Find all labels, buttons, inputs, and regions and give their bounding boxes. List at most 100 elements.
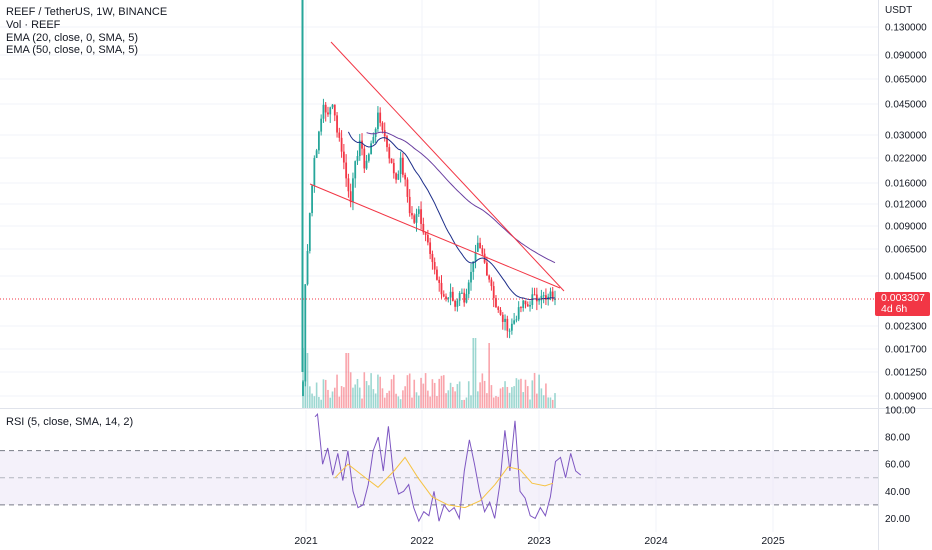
overlays: [0, 41, 878, 301]
candle-body: [377, 112, 379, 130]
candle-body: [404, 174, 407, 180]
candle-body: [331, 104, 334, 108]
rsi-pane: [0, 412, 878, 523]
volume-bar: [549, 397, 552, 408]
volume-bar: [479, 382, 481, 408]
volume-bar: [533, 372, 536, 408]
volume-bar: [311, 393, 313, 408]
volume-bar: [315, 382, 318, 408]
volume-bar: [324, 379, 327, 408]
price-tick-label: 0.030000: [885, 131, 927, 142]
volume-bar: [306, 353, 309, 408]
volume-bar: [465, 397, 468, 408]
volume-bar: [526, 386, 529, 408]
price-tick-label: 0.002300: [885, 322, 927, 333]
candle-body: [333, 104, 336, 116]
candle-body: [465, 294, 468, 303]
volume-bar: [352, 387, 354, 408]
volume-bar: [486, 393, 488, 408]
candle-body: [545, 295, 547, 300]
volume-bar: [454, 391, 456, 408]
candle-body: [399, 157, 402, 175]
volume-bar: [365, 381, 368, 408]
candle-body: [417, 209, 420, 214]
volume-bar: [347, 353, 350, 408]
volume-bar: [517, 379, 520, 408]
volume-bar: [361, 398, 363, 408]
candle-body: [406, 179, 409, 197]
volume-bar: [461, 399, 463, 408]
volume-bar: [379, 376, 381, 408]
candle-body: [374, 129, 377, 137]
candle-body: [301, 0, 304, 372]
volume-bar: [524, 379, 527, 408]
volume-bar: [431, 379, 434, 408]
candle-body: [327, 112, 329, 115]
candle-body: [522, 300, 525, 308]
candle-body: [474, 251, 477, 262]
candle-body: [479, 242, 481, 249]
time-tick-label: 2024: [644, 535, 668, 547]
price-tick-label: 0.012000: [885, 200, 927, 211]
volume-bar: [529, 399, 531, 408]
candle-body: [510, 323, 513, 331]
volume-bar: [513, 386, 515, 408]
candle-body: [506, 318, 509, 331]
rsi-ma-line: [334, 456, 554, 509]
candle-body: [463, 292, 466, 303]
volume-bar: [506, 386, 509, 408]
volume-bar: [363, 372, 366, 408]
candle-body: [322, 104, 325, 119]
candle-body: [352, 178, 354, 203]
candle-body: [349, 191, 352, 203]
candle-body: [456, 300, 459, 307]
candle-body: [358, 140, 361, 157]
price-tick-label: 0.016000: [885, 179, 927, 190]
volume-bar: [356, 378, 359, 408]
candle-body: [329, 107, 332, 115]
volume-bar: [452, 387, 454, 408]
volume-bar: [536, 393, 538, 408]
candle-body: [426, 234, 429, 243]
price-tick-label: 0.001700: [885, 345, 927, 356]
candle-body: [372, 136, 375, 144]
candle-body: [302, 381, 304, 396]
candle-body: [336, 115, 338, 133]
volume-bars: [302, 338, 556, 408]
price-tick-label: 0.022000: [885, 154, 927, 165]
candle-body: [549, 291, 552, 297]
candle-body: [347, 178, 350, 192]
candle-body: [420, 209, 422, 224]
axes: 0.130000 0.090000 0.065000 0.045000 0.030000…: [294, 0, 927, 550]
candle-body: [379, 112, 382, 123]
volume-bar: [340, 386, 343, 408]
price-tick-label: 0.065000: [885, 75, 927, 86]
price-tick-label: 0.045000: [885, 100, 927, 111]
volume-bar: [368, 385, 370, 408]
volume-bar: [508, 392, 511, 408]
volume-bar: [490, 385, 493, 408]
candle-body: [529, 305, 531, 307]
candle-body: [515, 319, 518, 321]
candle-body: [411, 213, 413, 216]
volume-bar: [406, 375, 409, 408]
candle-body: [340, 137, 343, 152]
candle-body: [370, 143, 373, 155]
volume-bar: [411, 397, 413, 408]
volume-bar: [393, 374, 395, 408]
volume-bar: [377, 374, 379, 408]
candle-body: [436, 269, 438, 280]
volume-bar: [542, 395, 545, 408]
volume-bar: [390, 379, 393, 408]
volume-bar: [456, 384, 459, 408]
volume-bar: [501, 387, 504, 408]
candle-body: [535, 294, 538, 302]
rsi-tick-label: 100.00: [885, 406, 916, 417]
candle-body: [517, 307, 520, 320]
candle-body: [513, 320, 516, 324]
volume-bar: [495, 395, 497, 408]
candle-body: [415, 213, 418, 223]
volume-bar: [511, 387, 513, 408]
volume-bar: [547, 397, 549, 408]
